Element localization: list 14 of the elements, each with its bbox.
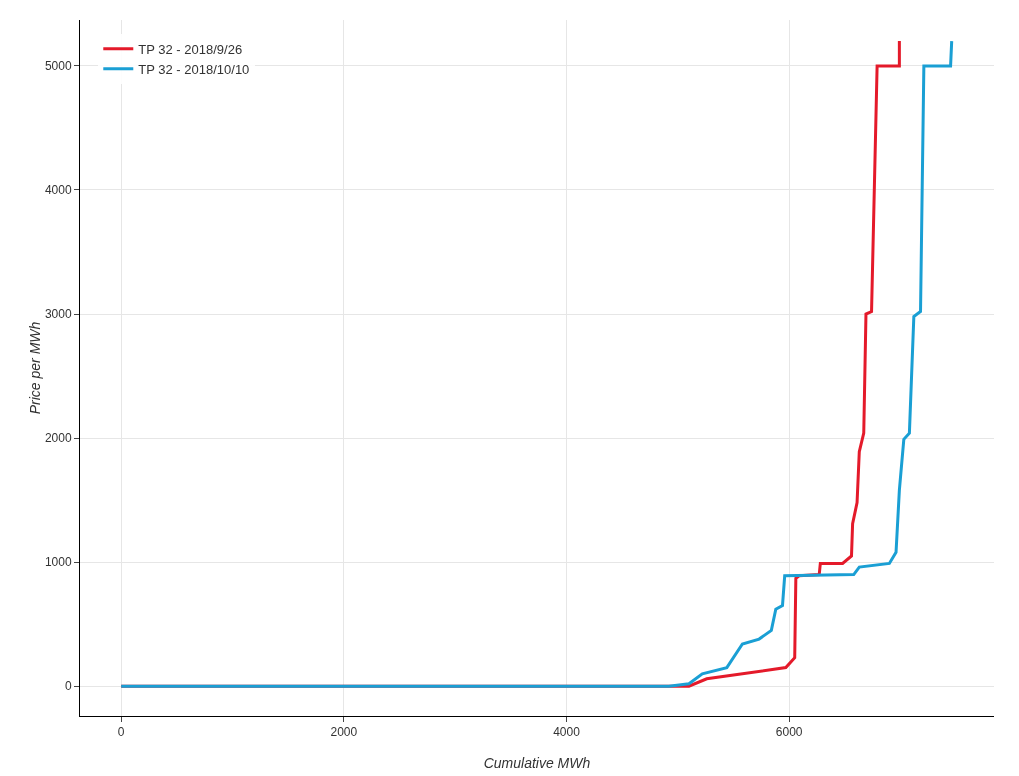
y-tick-label: 3000	[44, 307, 72, 322]
y-tick-label: 4000	[44, 183, 72, 198]
y-tick-label: 2000	[44, 431, 72, 446]
x-tick-label: 0	[117, 725, 125, 740]
y-tick-label: 5000	[44, 59, 72, 74]
y-tick-label: 1000	[44, 555, 72, 570]
x-axis-title: Cumulative MWh	[483, 755, 591, 771]
legend-label: TP 32 - 2018/10/10	[138, 61, 250, 77]
x-tick-label: 2000	[330, 725, 358, 740]
y-tick-label: 0	[64, 679, 72, 694]
y-axis-title: Price per MWh	[26, 321, 43, 415]
x-tick-label: 4000	[553, 725, 581, 740]
x-tick-label: 6000	[775, 725, 803, 740]
legend-label: TP 32 - 2018/9/26	[138, 41, 243, 57]
